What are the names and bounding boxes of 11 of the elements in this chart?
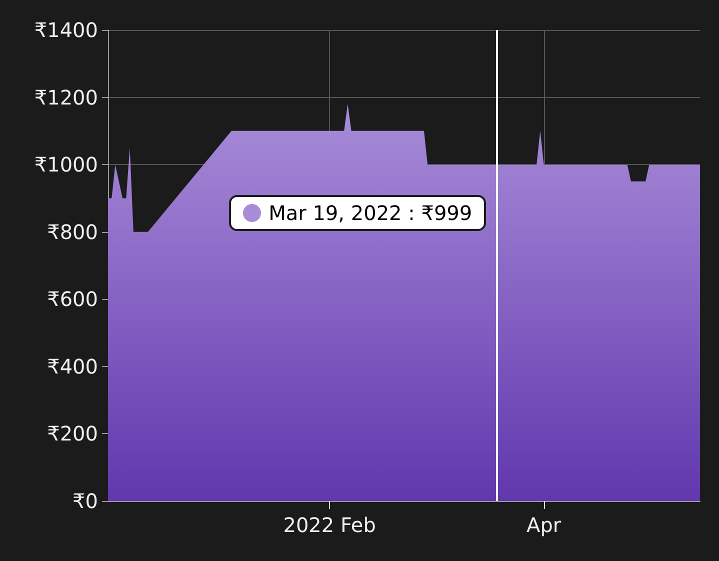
y-tick-label: ₹1000 bbox=[34, 152, 98, 177]
x-tick-label: Apr bbox=[526, 513, 562, 537]
y-tick-label: ₹1400 bbox=[34, 18, 98, 42]
y-tick-label: ₹200 bbox=[47, 422, 98, 446]
y-tick-label: ₹800 bbox=[47, 220, 98, 244]
annotation: Mar 19, 2022 : ₹999 bbox=[268, 200, 472, 225]
x-tick-label: 2022 Feb bbox=[283, 513, 376, 537]
y-tick-label: ₹0 bbox=[72, 489, 98, 513]
y-tick-label: ₹400 bbox=[47, 354, 98, 378]
y-tick-label: ₹1200 bbox=[34, 85, 98, 110]
y-tick-label: ₹600 bbox=[47, 287, 98, 312]
